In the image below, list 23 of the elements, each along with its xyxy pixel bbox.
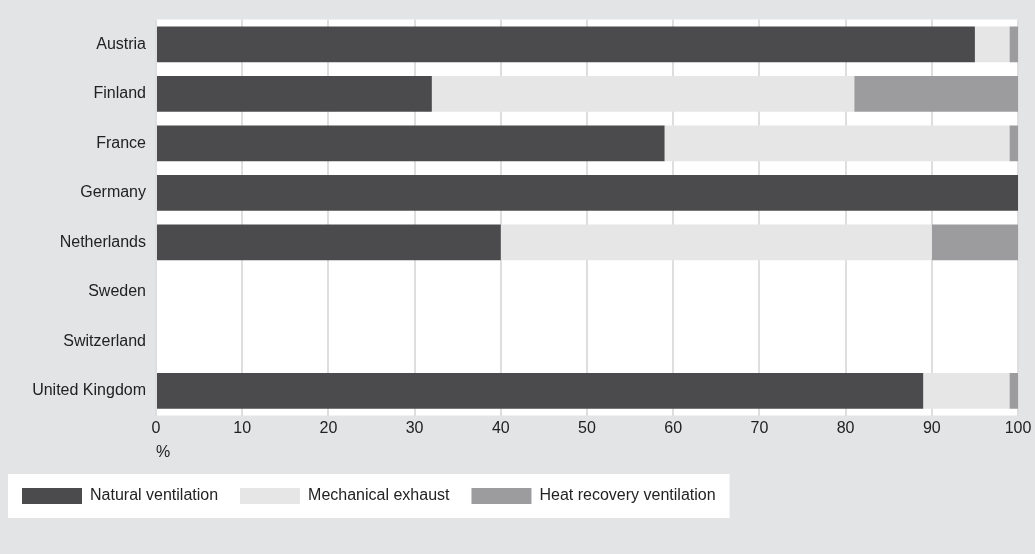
x-tick-label: 30 bbox=[405, 418, 424, 436]
x-tick-label: 10 bbox=[233, 418, 252, 436]
x-axis-title: % bbox=[156, 442, 171, 460]
legend-label: Mechanical exhaust bbox=[308, 486, 451, 504]
x-tick-label: 90 bbox=[922, 418, 941, 436]
y-tick-label: Austria bbox=[96, 34, 147, 52]
x-tick-label: 50 bbox=[578, 418, 596, 436]
x-tick-label: 100 bbox=[1004, 418, 1032, 436]
y-tick-label: Switzerland bbox=[63, 331, 146, 349]
x-tick-label: 20 bbox=[319, 418, 338, 436]
legend-label: Heat recovery ventilation bbox=[539, 486, 716, 504]
legend-label: Natural ventilation bbox=[90, 486, 219, 504]
y-tick-label: Finland bbox=[93, 84, 146, 102]
x-tick-label: 0 bbox=[151, 418, 161, 436]
x-tick-label: 40 bbox=[491, 418, 510, 436]
y-tick-label: United Kingdom bbox=[32, 381, 146, 399]
y-tick-label: Germany bbox=[80, 183, 146, 201]
y-tick-label: France bbox=[96, 133, 147, 151]
x-tick-label: 80 bbox=[836, 418, 855, 436]
x-tick-label: 70 bbox=[750, 418, 769, 436]
x-tick-label: 60 bbox=[664, 418, 683, 436]
y-tick-label: Sweden bbox=[88, 282, 146, 300]
y-tick-label: Netherlands bbox=[59, 232, 146, 250]
